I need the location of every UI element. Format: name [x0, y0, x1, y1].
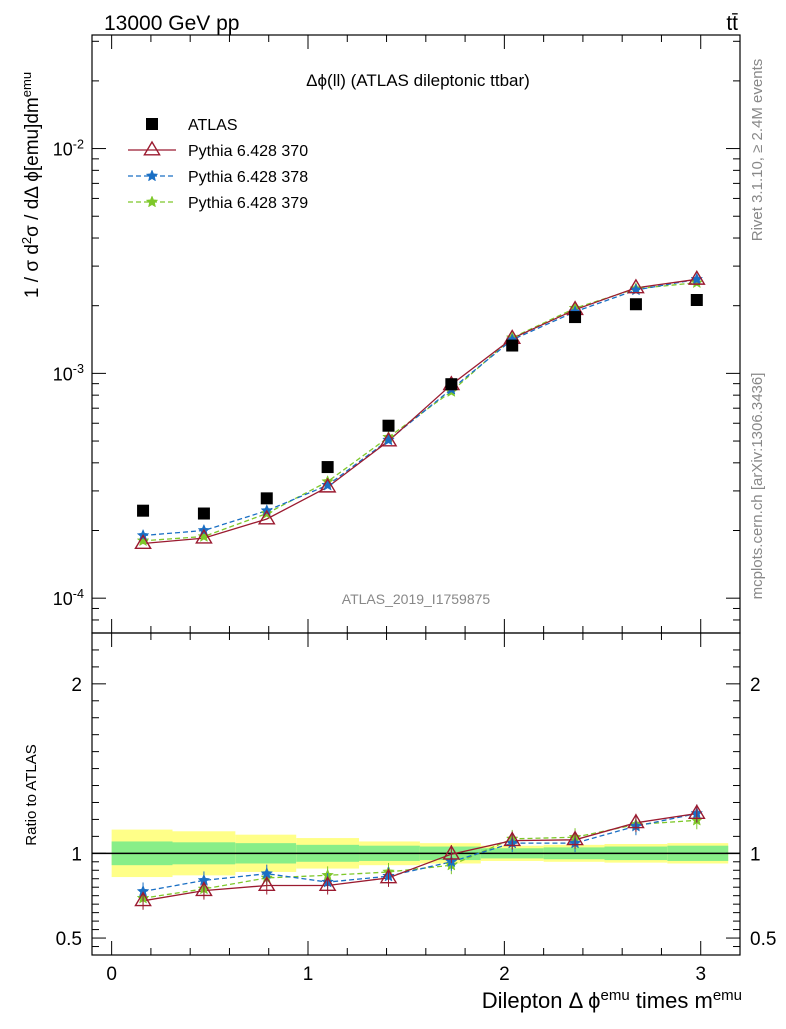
x-tick-label: 1 [303, 964, 314, 985]
atlas-point [506, 339, 519, 352]
ratio-y-tick-label-right: 2 [750, 675, 761, 696]
legend-label: ATLAS [188, 117, 238, 134]
atlas-point [260, 492, 273, 505]
energy-label: 13000 GeV pp [104, 12, 239, 35]
ratio-axes: 2 2 1 1 0.5 0.5 0 1 2 3 [56, 632, 776, 985]
mc-point [134, 891, 152, 907]
mc-point [566, 830, 584, 846]
main-y-axis-label: 1 / σ d2σ / dΔ ϕ[emu]dmemu [19, 72, 43, 298]
mc-point [442, 844, 461, 860]
y-tick-label: 10-4 [53, 587, 84, 609]
mc-point [195, 881, 213, 897]
legend-label: Pythia 6.428 379 [188, 195, 308, 212]
mc-point [145, 195, 159, 208]
mc-point [257, 509, 276, 525]
mc-point [321, 478, 334, 491]
mc-point [382, 433, 395, 446]
ratio-frame [91, 632, 741, 956]
chart-title: Δϕ(ll) (ATLAS dileptonic ttbar) [306, 71, 530, 90]
mc-point [318, 477, 337, 493]
main-panel: Δϕ(ll) (ATLAS dileptonic ttbar) ATLAS_20… [19, 34, 741, 634]
ratio-data-marks [134, 804, 706, 910]
atlas-point [382, 419, 395, 432]
mcplots-label: mcplots.cern.ch [arXiv:1306.3436] [749, 373, 766, 600]
legend: ATLAS Pythia 6.428 370 Pythia 6.428 378 Pyt… [128, 117, 308, 212]
ratio-y-tick-label: 0.5 [56, 929, 82, 950]
series-line [143, 278, 697, 545]
atlas-point [629, 298, 642, 311]
atlas-point [197, 507, 210, 520]
process-label: tt̄ [726, 12, 738, 35]
atlas-point [321, 461, 334, 474]
mc-point [503, 831, 522, 847]
mc-point [687, 804, 706, 819]
series-line [143, 282, 697, 542]
mc-point [195, 528, 213, 544]
ratio-y-tick-label: 1 [71, 844, 82, 865]
ratio-y-tick-label-right: 1 [750, 844, 761, 865]
mc-point [627, 813, 645, 829]
mc-point [145, 169, 159, 182]
atlas-point [146, 118, 158, 130]
atlas-point [445, 378, 458, 391]
x-tick-label: 3 [695, 964, 706, 985]
ratio-series-line [142, 812, 697, 902]
mc-point [379, 431, 398, 447]
watermark-label: ATLAS_2019_I1759875 [342, 591, 491, 607]
legend-label: Pythia 6.428 370 [188, 143, 308, 160]
mc-point [687, 269, 706, 285]
y-tick-label: 10-2 [53, 137, 84, 159]
ratio-y-tick-label-right: 0.5 [750, 929, 776, 950]
rivet-label: Rivet 3.1.10, ≥ 2.4M events [749, 59, 766, 242]
mc-point [136, 534, 150, 547]
x-tick-label: 0 [106, 964, 117, 985]
mc-point [257, 876, 276, 892]
atlas-point [569, 311, 582, 324]
x-tick-label: 2 [499, 964, 510, 985]
ratio-panel: Ratio to ATLAS Dilepton Δ ϕemu times mem… [23, 632, 776, 1013]
atlas-point [137, 504, 150, 517]
main-data-marks [134, 269, 706, 550]
mc-point [379, 868, 398, 884]
series-line [143, 278, 697, 537]
legend-label: Pythia 6.428 378 [188, 169, 308, 186]
ratio-y-tick-label: 2 [71, 675, 82, 696]
mc-point [197, 529, 211, 542]
mc-point [134, 534, 152, 550]
mc-point [318, 876, 337, 892]
x-axis-label: Dilepton Δ ϕemu times memu [482, 987, 742, 1013]
y-tick-label: 10-3 [53, 362, 84, 384]
mc-point [627, 278, 645, 294]
atlas-point [690, 294, 703, 307]
mc-point [143, 140, 161, 156]
ratio-y-axis-label: Ratio to ATLAS [23, 744, 40, 845]
